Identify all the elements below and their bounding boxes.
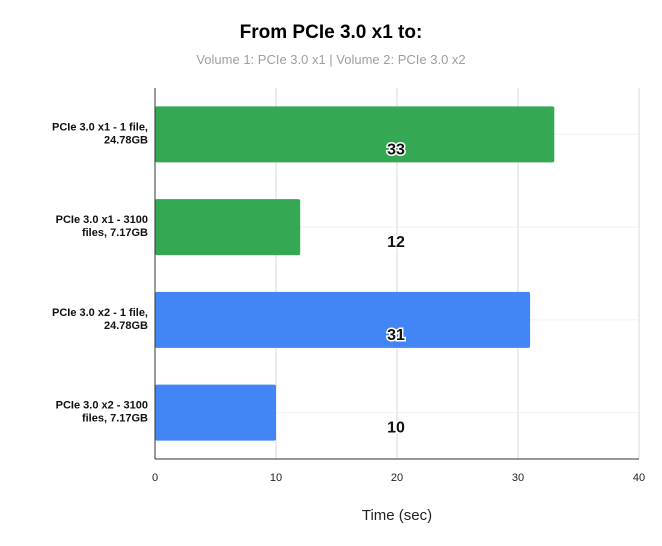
axes [154, 88, 639, 460]
x-tick-label: 10 [270, 472, 282, 484]
bar [155, 384, 276, 441]
bars [155, 106, 555, 441]
x-tick-labels: 0 10 20 30 40 [152, 472, 645, 484]
x-tick-label: 40 [633, 472, 645, 484]
data-labels: 33 12 31 10 [386, 140, 407, 438]
chart-subtitle: Volume 1: PCIe 3.0 x1 | Volume 2: PCIe 3… [196, 52, 466, 67]
category-label-line: 24.78GB [104, 320, 148, 332]
bar [155, 199, 301, 256]
chart-title: From PCIe 3.0 x1 to: [239, 22, 423, 43]
category-label-line: PCIe 3.0 x2 - 1 file, [52, 307, 148, 319]
data-label: 12 [387, 234, 405, 251]
category-label-line: 24.78GB [104, 134, 148, 146]
data-label: 33 [387, 141, 405, 158]
x-tick-label: 30 [512, 472, 524, 484]
category-label-line: files, 7.17GB [82, 413, 148, 425]
bar [155, 106, 555, 163]
data-label: 10 [387, 420, 405, 437]
category-label: PCIe 3.0 x2 - 3100 files, 7.17GB [56, 400, 148, 425]
category-label: PCIe 3.0 x1 - 1 file, 24.78GB [52, 121, 148, 146]
category-label-line: PCIe 3.0 x1 - 3100 [56, 214, 148, 226]
category-label: PCIe 3.0 x1 - 3100 files, 7.17GB [56, 214, 148, 239]
data-label: 31 [387, 327, 405, 344]
category-label-line: files, 7.17GB [82, 227, 148, 239]
x-axis-label: Time (sec) [361, 507, 433, 524]
category-label: PCIe 3.0 x2 - 1 file, 24.78GB [52, 307, 148, 332]
bar [155, 291, 531, 348]
x-tick-label: 20 [391, 472, 403, 484]
x-tick-label: 0 [152, 472, 158, 484]
category-label-line: PCIe 3.0 x1 - 1 file, [52, 121, 148, 133]
category-label-line: PCIe 3.0 x2 - 3100 [56, 400, 148, 412]
